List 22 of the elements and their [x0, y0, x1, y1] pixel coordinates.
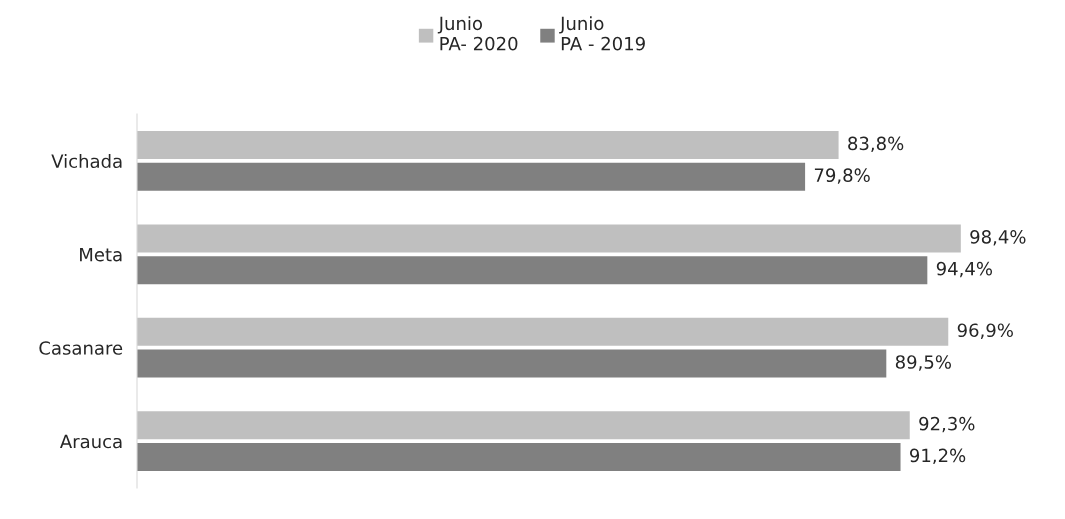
legend-label: Junio PA- 2020 — [437, 16, 518, 51]
y-tick-label: Casanare — [39, 341, 123, 355]
bar — [137, 162, 806, 191]
data-label: 83,8% — [848, 136, 904, 153]
bar — [137, 411, 910, 440]
data-label: 91,2% — [910, 448, 966, 465]
legend-label: Junio PA - 2019 — [559, 16, 645, 51]
bar — [137, 443, 901, 472]
y-tick-label: Arauca — [59, 434, 122, 449]
data-label: 79,8% — [814, 168, 870, 184]
bar — [137, 256, 928, 285]
data-label: 96,9% — [957, 323, 1013, 339]
bar — [137, 131, 839, 160]
data-label: 98,4% — [970, 230, 1026, 246]
data-label: 92,3% — [919, 416, 975, 433]
bar — [137, 349, 887, 378]
data-label: 89,5% — [895, 355, 951, 371]
y-tick-label: Vichada — [51, 154, 122, 169]
y-tick-label: Meta — [80, 248, 122, 262]
bar — [137, 224, 961, 253]
data-label: 94,4% — [936, 261, 993, 278]
bar — [137, 317, 949, 346]
